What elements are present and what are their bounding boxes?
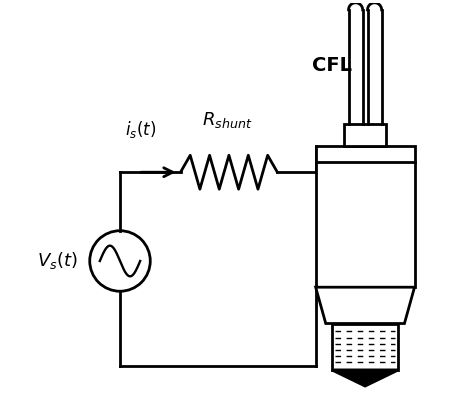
Text: $R_{shunt}$: $R_{shunt}$ <box>202 110 252 130</box>
Bar <box>316 146 415 287</box>
Text: 15 W: 15 W <box>346 195 406 214</box>
Polygon shape <box>316 287 415 324</box>
Bar <box>332 324 398 370</box>
Text: CFL: CFL <box>312 56 352 75</box>
Text: $V_s(t)$: $V_s(t)$ <box>37 250 78 272</box>
Polygon shape <box>332 370 398 386</box>
Bar <box>344 124 386 146</box>
Text: $i_s(t)$: $i_s(t)$ <box>125 119 156 140</box>
